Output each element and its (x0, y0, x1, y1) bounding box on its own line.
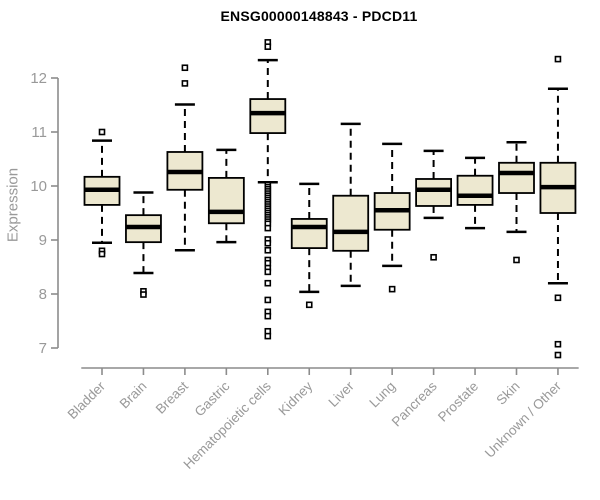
outlier-point (140, 291, 147, 298)
outlier-point (264, 246, 272, 254)
box-liver (332, 122, 370, 288)
iqr-box (415, 178, 453, 207)
outlier-point (264, 268, 272, 276)
x-tick-label-skin: Skin (493, 379, 522, 408)
box-unknown-other (539, 55, 577, 359)
outlier-point (264, 296, 272, 304)
box-prostate (456, 156, 494, 230)
outlier-point (181, 64, 189, 72)
x-tick-label-brain: Brain (117, 379, 150, 412)
y-tick-label-12: 12 (30, 70, 47, 87)
outlier-point (264, 332, 272, 340)
outlier-point (554, 340, 562, 348)
x-tick-label-pancreas: Pancreas (389, 378, 440, 429)
y-tick-label-8: 8 (39, 286, 47, 303)
y-tick-label-9: 9 (39, 232, 47, 249)
box-skin (498, 141, 535, 264)
y-tick-label-10: 10 (30, 178, 47, 195)
chart-title: ENSG00000148843 - PDCD11 (220, 8, 418, 24)
x-tick-label-bladder: Bladder (65, 378, 109, 422)
outlier-point (264, 43, 272, 50)
outlier-point (98, 128, 106, 136)
outlier-point (430, 253, 437, 261)
outlier-point (554, 351, 562, 359)
iqr-box (249, 98, 287, 134)
box-bladder (83, 128, 121, 258)
outlier-point (181, 80, 189, 87)
x-tick-label-prostate: Prostate (435, 379, 481, 425)
x-tick-label-kidney: Kidney (276, 378, 316, 418)
outlier-point (513, 256, 520, 264)
iqr-box (290, 218, 328, 250)
box-gastric (207, 148, 245, 244)
iqr-box (207, 176, 245, 225)
x-tick-label-lung: Lung (366, 379, 398, 411)
box-lung (373, 142, 411, 293)
box-breast (166, 64, 204, 252)
outlier-point (554, 294, 562, 302)
outlier-point (554, 55, 562, 63)
x-tick-label-unknown-other: Unknown / Other (482, 378, 565, 461)
box-brain (125, 191, 162, 298)
outlier-point (264, 312, 272, 320)
iqr-box (332, 194, 370, 252)
iqr-box (498, 161, 535, 194)
y-tick-label-11: 11 (31, 124, 47, 141)
y-tick-label-7: 7 (39, 340, 47, 357)
outlier-point (388, 285, 396, 293)
outlier-point (305, 301, 313, 309)
outlier-point (264, 224, 272, 232)
x-tick-label-gastric: Gastric (192, 378, 233, 419)
x-tick-label-liver: Liver (326, 378, 358, 410)
box-kidney (290, 182, 328, 309)
box-hematopoietic-cells (249, 39, 287, 340)
outlier-point (98, 250, 106, 258)
box-pancreas (415, 149, 453, 261)
outlier-point (264, 279, 272, 287)
x-tick-label-breast: Breast (153, 378, 191, 416)
iqr-box (456, 174, 494, 206)
outlier-point (264, 239, 272, 247)
